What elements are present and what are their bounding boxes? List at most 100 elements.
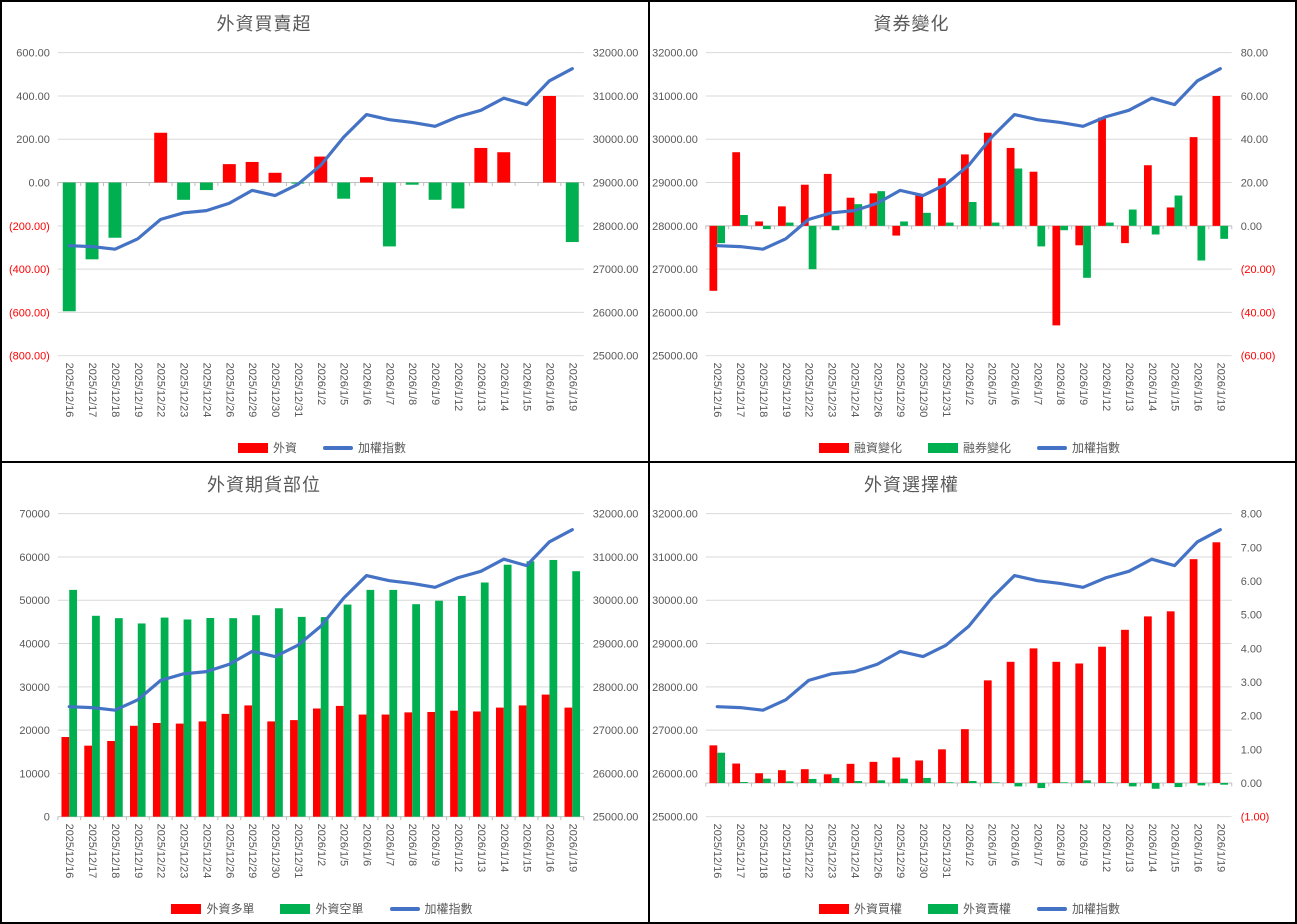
svg-text:27000.00: 27000.00	[593, 725, 639, 737]
svg-text:2.00: 2.00	[1240, 711, 1261, 723]
svg-text:2026/1/15: 2026/1/15	[1168, 363, 1180, 412]
svg-text:1.00: 1.00	[1240, 744, 1261, 756]
svg-text:29000.00: 29000.00	[593, 639, 639, 651]
svg-text:2025/12/31: 2025/12/31	[292, 824, 304, 879]
svg-text:2026/1/5: 2026/1/5	[338, 363, 350, 406]
svg-text:2025/12/23: 2025/12/23	[178, 363, 190, 418]
svg-text:2026/1/5: 2026/1/5	[985, 363, 997, 406]
svg-text:2026/1/16: 2026/1/16	[543, 363, 555, 412]
svg-text:2026/1/15: 2026/1/15	[521, 824, 533, 873]
index-line	[715, 528, 1222, 712]
svg-text:2025/12/19: 2025/12/19	[132, 824, 144, 879]
svg-text:10000: 10000	[19, 768, 49, 780]
svg-text:2026/1/16: 2026/1/16	[543, 824, 555, 873]
svg-text:2026/1/2: 2026/1/2	[315, 363, 327, 406]
svg-text:32000.00: 32000.00	[593, 48, 639, 60]
bar-series-1	[716, 168, 1228, 278]
legend-label: 加權指數	[424, 902, 473, 916]
index-line	[715, 67, 1222, 251]
svg-text:2026/1/13: 2026/1/13	[475, 363, 487, 412]
panel-foreign-options: 外資選擇權 25000.00 26000.00 27000.00 28000.00 29…	[649, 463, 1295, 922]
svg-text:2026/1/12: 2026/1/12	[452, 824, 464, 873]
chart-canvas-foreign-net-buy: (800.00) (600.00) (400.00) (200.00) 0.00 200.…	[9, 48, 639, 418]
svg-text:2025/12/26: 2025/12/26	[223, 363, 235, 418]
svg-text:2026/1/14: 2026/1/14	[1145, 363, 1157, 412]
bar-series-0	[708, 95, 1220, 326]
chart-canvas-foreign-futures-positions: 0 10000 20000 30000 40000 50000 60000 70000 2500…	[19, 509, 639, 879]
bar-series-1	[69, 559, 581, 817]
panel-foreign-futures-positions: 外資期貨部位 0 10000 20000 30000 40000 50000 60000 70…	[2, 463, 648, 922]
svg-text:26000.00: 26000.00	[593, 768, 639, 780]
svg-text:0.00: 0.00	[1240, 221, 1261, 233]
svg-text:2026/1/9: 2026/1/9	[1077, 824, 1089, 867]
index-line	[67, 67, 574, 251]
svg-text:2026/1/13: 2026/1/13	[1122, 824, 1134, 873]
chart-canvas-foreign-options: 25000.00 26000.00 27000.00 28000.00 29000.00…	[652, 509, 1269, 879]
svg-text:(800.00): (800.00)	[9, 351, 50, 363]
svg-text:2025/12/18: 2025/12/18	[109, 363, 121, 418]
svg-text:30000: 30000	[19, 682, 49, 694]
svg-text:30000.00: 30000.00	[593, 134, 639, 146]
svg-text:(1.00): (1.00)	[1240, 812, 1269, 824]
legend-label: 融券變化	[962, 441, 1011, 455]
svg-text:27000.00: 27000.00	[593, 264, 639, 276]
svg-text:31000.00: 31000.00	[652, 552, 698, 564]
svg-text:2026/1/6: 2026/1/6	[1008, 363, 1020, 406]
svg-text:2025/12/30: 2025/12/30	[917, 824, 929, 879]
svg-text:2025/12/24: 2025/12/24	[200, 824, 212, 879]
svg-text:29000.00: 29000.00	[652, 178, 698, 190]
svg-text:2025/12/23: 2025/12/23	[178, 824, 190, 879]
axis-ticks	[704, 225, 1232, 230]
svg-text:32000.00: 32000.00	[652, 509, 698, 521]
svg-text:2025/12/29: 2025/12/29	[894, 824, 906, 879]
legend-item: 融券變化	[927, 439, 1011, 456]
svg-text:29000.00: 29000.00	[652, 639, 698, 651]
svg-text:2026/1/19: 2026/1/19	[1214, 824, 1226, 873]
svg-text:2026/1/7: 2026/1/7	[1031, 824, 1043, 867]
svg-text:2026/1/13: 2026/1/13	[1122, 363, 1134, 412]
svg-text:28000.00: 28000.00	[593, 221, 639, 233]
svg-text:4.00: 4.00	[1240, 643, 1261, 655]
axis-ticks	[57, 182, 585, 186]
panel-foreign-net-buy: 外資買賣超 (800.00) (600.00) (400.00) (200.00) 0.…	[2, 2, 648, 461]
svg-text:40000: 40000	[19, 639, 49, 651]
chart-title-foreign-net-buy: 外資買賣超	[216, 14, 312, 34]
svg-text:(400.00): (400.00)	[9, 264, 50, 276]
legend-label: 外資空單	[315, 902, 364, 916]
svg-text:(20.00): (20.00)	[1240, 264, 1275, 276]
svg-text:27000.00: 27000.00	[652, 725, 698, 737]
left-axis-labels: 25000.00 26000.00 27000.00 28000.00 29000.00…	[652, 48, 698, 363]
svg-text:2025/12/29: 2025/12/29	[894, 363, 906, 418]
svg-text:2026/1/9: 2026/1/9	[1077, 363, 1089, 406]
right-axis-labels: (60.00) (40.00) (20.00) 0.00 20.00 40.00 60.00…	[1240, 48, 1275, 363]
svg-text:400.00: 400.00	[16, 91, 50, 103]
right-axis-labels: 25000.00 26000.00 27000.00 28000.00 29000.00…	[593, 509, 639, 824]
legend-item: 加權指數	[389, 900, 473, 917]
svg-text:2026/1/8: 2026/1/8	[1054, 363, 1066, 406]
legend-bar-swatch	[237, 442, 268, 453]
svg-text:40.00: 40.00	[1240, 134, 1267, 146]
svg-text:2025/12/26: 2025/12/26	[871, 824, 883, 879]
svg-text:2025/12/24: 2025/12/24	[200, 363, 212, 418]
svg-text:6.00: 6.00	[1240, 576, 1261, 588]
svg-text:25000.00: 25000.00	[652, 812, 698, 824]
svg-text:31000.00: 31000.00	[593, 91, 639, 103]
bar-series-0	[61, 694, 573, 817]
svg-text:2026/1/16: 2026/1/16	[1191, 824, 1203, 873]
left-axis-labels: 25000.00 26000.00 27000.00 28000.00 29000.00…	[652, 509, 698, 824]
svg-text:(200.00): (200.00)	[9, 221, 50, 233]
svg-text:2025/12/23: 2025/12/23	[825, 363, 837, 418]
svg-text:2025/12/16: 2025/12/16	[711, 363, 723, 418]
legend-bar-swatch	[818, 903, 849, 914]
svg-text:26000.00: 26000.00	[652, 768, 698, 780]
chart-title-foreign-futures-positions: 外資期貨部位	[207, 475, 321, 495]
x-axis-labels: 2025/12/16 2025/12/17 2025/12/18 2025/12/19…	[711, 824, 1226, 879]
chart-title-foreign-options: 外資選擇權	[864, 475, 959, 495]
svg-text:2025/12/17: 2025/12/17	[734, 363, 746, 418]
svg-text:2025/12/31: 2025/12/31	[939, 363, 951, 418]
svg-text:7.00: 7.00	[1240, 542, 1261, 554]
svg-text:2026/1/12: 2026/1/12	[1099, 824, 1111, 873]
svg-text:26000.00: 26000.00	[593, 307, 639, 319]
svg-text:2026/1/8: 2026/1/8	[1054, 824, 1066, 867]
left-axis-labels: (800.00) (600.00) (400.00) (200.00) 0.00 200.…	[9, 48, 50, 363]
